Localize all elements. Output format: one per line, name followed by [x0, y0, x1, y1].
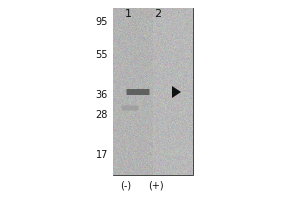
Text: 95: 95 [96, 17, 108, 27]
Text: 55: 55 [95, 50, 108, 60]
Text: 36: 36 [96, 90, 108, 100]
FancyBboxPatch shape [127, 89, 149, 95]
Text: (-): (-) [120, 181, 132, 191]
Polygon shape [172, 86, 181, 98]
Bar [113, 8, 193, 175]
Text: 1: 1 [124, 9, 131, 19]
Text: 28: 28 [96, 110, 108, 120]
FancyBboxPatch shape [122, 106, 139, 110]
Text: 17: 17 [96, 150, 108, 160]
Text: 2: 2 [154, 9, 162, 19]
Text: (+): (+) [148, 181, 164, 191]
